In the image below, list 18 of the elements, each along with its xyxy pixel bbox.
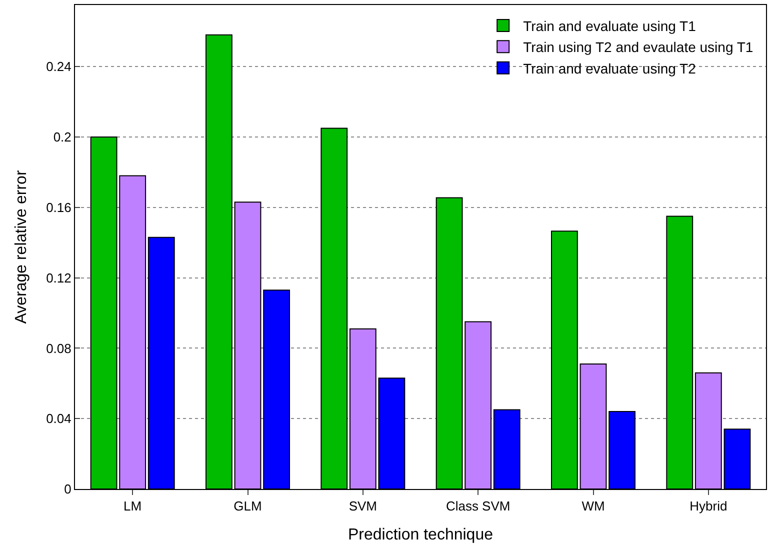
legend-label: Train using T2 and evaulate using T1 bbox=[523, 39, 754, 56]
legend-label: Train and evaluate using T2 bbox=[523, 60, 696, 76]
legend-label: Train and evaluate using T1 bbox=[523, 18, 696, 34]
y-tick-label: 0.12 bbox=[46, 270, 72, 286]
y-tick-label: 0.04 bbox=[46, 411, 72, 426]
y-tick-label: 0.2 bbox=[53, 130, 72, 145]
x-tick-label: Hybrid bbox=[690, 498, 728, 514]
y-tick-label: 0 bbox=[64, 482, 72, 497]
x-axis-title: Prediction technique bbox=[348, 526, 494, 544]
y-axis-title: Average relative error bbox=[12, 170, 30, 324]
y-tick-label: 0.08 bbox=[46, 340, 72, 356]
x-tick-label: LM bbox=[124, 498, 142, 514]
y-tick-label: 0.24 bbox=[46, 59, 72, 74]
x-tick-label: Class SVM bbox=[446, 498, 510, 514]
x-tick-label: GLM bbox=[234, 498, 262, 514]
y-tick-label: 0.16 bbox=[46, 200, 72, 215]
x-tick-label: SVM bbox=[348, 498, 378, 514]
x-tick-label: WM bbox=[582, 498, 605, 514]
